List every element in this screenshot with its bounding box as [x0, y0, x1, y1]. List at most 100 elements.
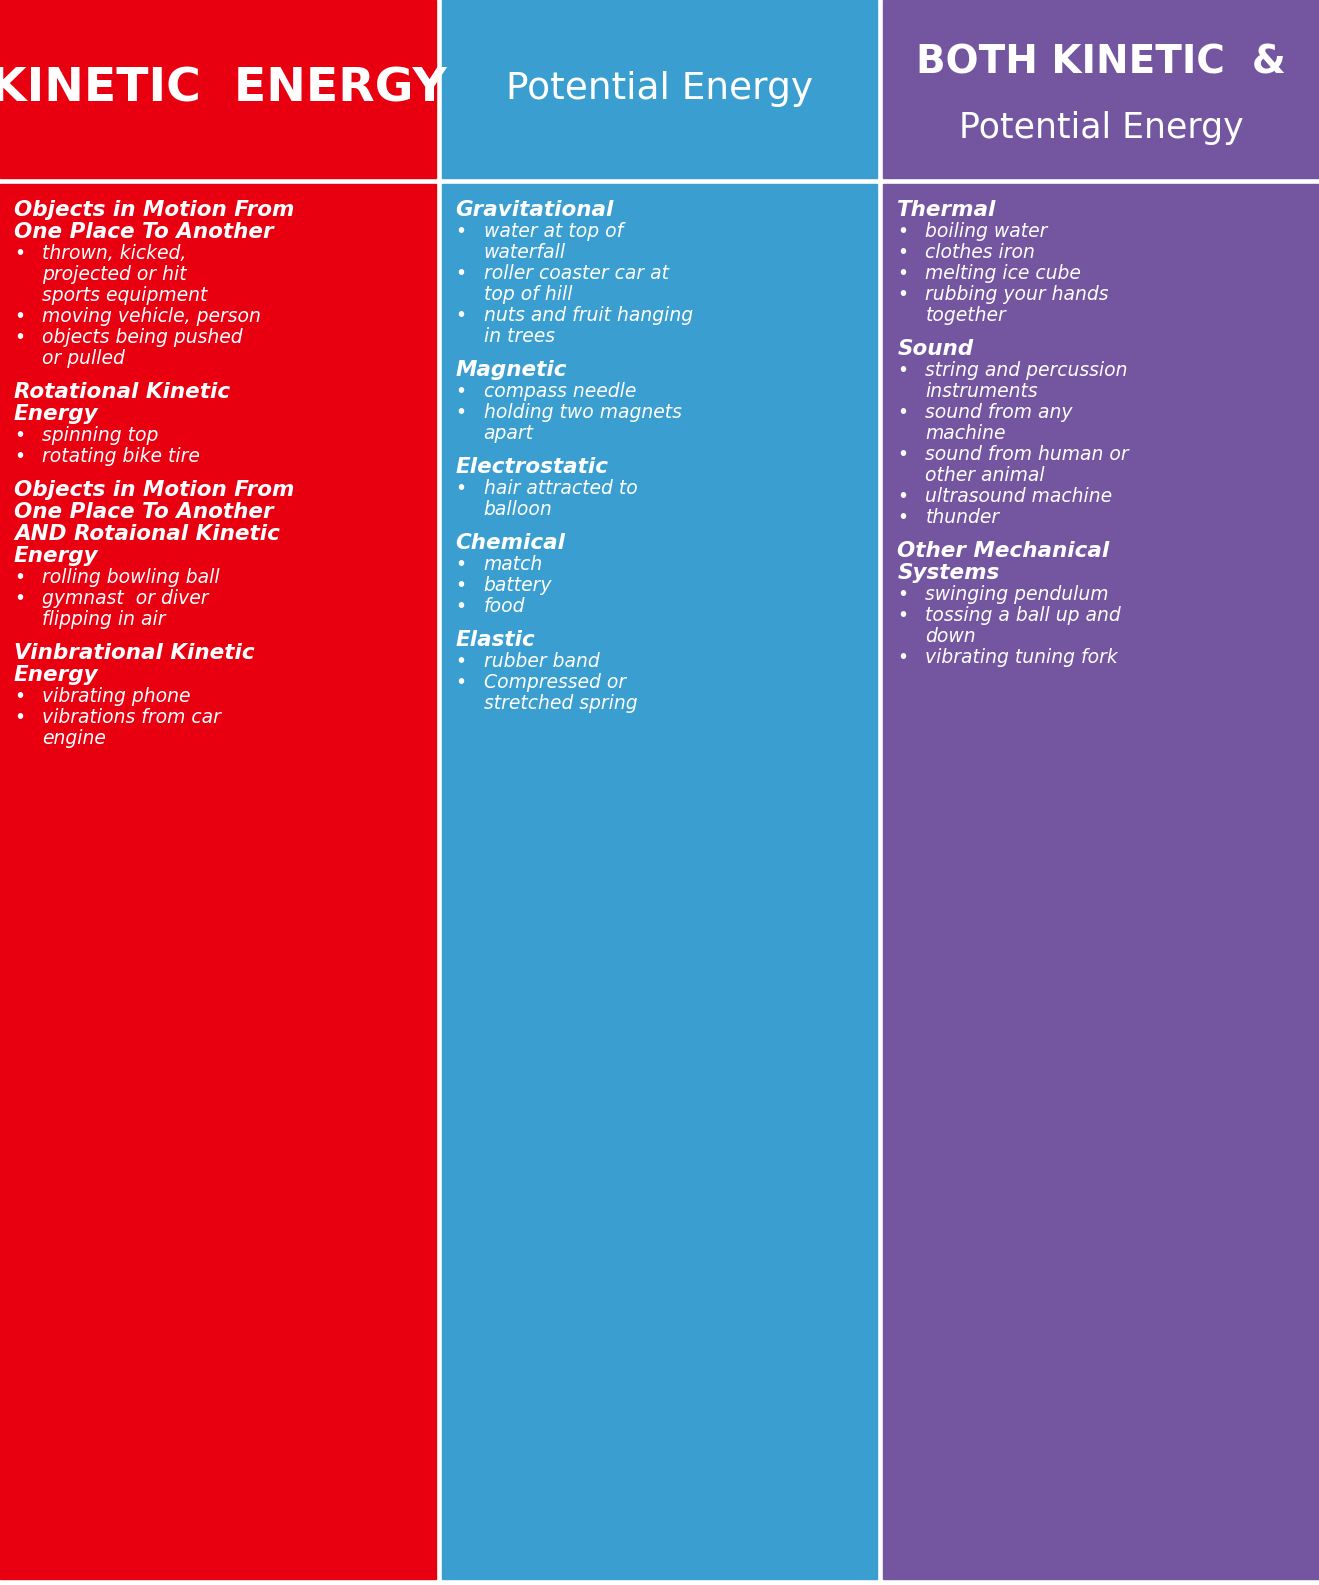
- Text: •: •: [455, 382, 467, 401]
- Bar: [0, 0, 435, 178]
- Text: AND Rotaional Kinetic: AND Rotaional Kinetic: [15, 525, 280, 544]
- Text: Compressed or: Compressed or: [484, 674, 625, 693]
- Text: spinning top: spinning top: [42, 426, 158, 445]
- Text: Systems: Systems: [897, 563, 1000, 583]
- Text: •: •: [455, 598, 467, 617]
- Text: One Place To Another: One Place To Another: [15, 502, 273, 521]
- Text: •: •: [15, 447, 25, 466]
- Text: One Place To Another: One Place To Another: [15, 222, 273, 243]
- Text: Sound: Sound: [897, 339, 973, 358]
- Text: •: •: [897, 243, 909, 262]
- Text: holding two magnets: holding two magnets: [484, 403, 682, 422]
- Text: •: •: [897, 487, 909, 506]
- Bar: [0, 184, 435, 1579]
- Text: •: •: [15, 590, 25, 609]
- Text: sound from human or: sound from human or: [926, 445, 1129, 464]
- Text: •: •: [455, 575, 467, 594]
- Bar: [442, 184, 877, 1579]
- Text: •: •: [455, 555, 467, 574]
- Text: vibrations from car: vibrations from car: [42, 708, 220, 728]
- Text: sports equipment: sports equipment: [42, 285, 207, 304]
- Text: Energy: Energy: [15, 666, 99, 685]
- Text: melting ice cube: melting ice cube: [926, 265, 1082, 284]
- Text: •: •: [15, 567, 25, 586]
- Text: machine: machine: [926, 425, 1006, 442]
- Text: •: •: [455, 222, 467, 241]
- Text: •: •: [897, 509, 909, 526]
- Text: •: •: [15, 328, 25, 347]
- Bar: [884, 184, 1319, 1579]
- Text: rolling bowling ball: rolling bowling ball: [42, 567, 220, 586]
- Text: Magnetic: Magnetic: [455, 360, 567, 380]
- Text: string and percussion: string and percussion: [926, 361, 1128, 380]
- Text: •: •: [897, 445, 909, 464]
- Text: Energy: Energy: [15, 404, 99, 425]
- Text: •: •: [15, 708, 25, 728]
- Bar: [884, 0, 1319, 178]
- Text: Elastic: Elastic: [455, 629, 536, 650]
- Text: moving vehicle, person: moving vehicle, person: [42, 307, 261, 327]
- Text: in trees: in trees: [484, 327, 555, 346]
- Text: apart: apart: [484, 425, 534, 442]
- Text: ultrasound machine: ultrasound machine: [926, 487, 1112, 506]
- Text: •: •: [897, 585, 909, 604]
- Text: boiling water: boiling water: [926, 222, 1047, 241]
- Text: instruments: instruments: [926, 382, 1038, 401]
- Text: Electrostatic: Electrostatic: [455, 456, 608, 477]
- Text: •: •: [455, 479, 467, 498]
- Text: match: match: [484, 555, 543, 574]
- Text: flipping in air: flipping in air: [42, 610, 165, 629]
- Text: roller coaster car at: roller coaster car at: [484, 265, 669, 284]
- Text: Vinbrational Kinetic: Vinbrational Kinetic: [15, 644, 255, 663]
- Text: thunder: thunder: [926, 509, 1000, 526]
- Text: •: •: [897, 605, 909, 624]
- Text: objects being pushed: objects being pushed: [42, 328, 243, 347]
- Text: KINETIC  ENERGY: KINETIC ENERGY: [0, 67, 446, 111]
- Text: •: •: [897, 265, 909, 284]
- Text: •: •: [455, 674, 467, 693]
- Text: Chemical: Chemical: [455, 533, 566, 553]
- Text: •: •: [455, 651, 467, 670]
- Text: Rotational Kinetic: Rotational Kinetic: [15, 382, 230, 403]
- Text: •: •: [15, 686, 25, 705]
- Text: battery: battery: [484, 575, 553, 594]
- Text: Objects in Motion From: Objects in Motion From: [15, 480, 294, 499]
- Text: •: •: [897, 222, 909, 241]
- Text: vibrating phone: vibrating phone: [42, 686, 190, 705]
- Text: waterfall: waterfall: [484, 243, 566, 262]
- Text: •: •: [897, 403, 909, 422]
- Text: projected or hit: projected or hit: [42, 265, 186, 284]
- Text: stretched spring: stretched spring: [484, 694, 637, 713]
- Text: balloon: balloon: [484, 499, 553, 518]
- Text: engine: engine: [42, 729, 106, 748]
- Text: tossing a ball up and: tossing a ball up and: [926, 605, 1121, 624]
- Text: •: •: [897, 648, 909, 667]
- Text: sound from any: sound from any: [926, 403, 1072, 422]
- Bar: [442, 0, 877, 178]
- Text: gymnast  or diver: gymnast or diver: [42, 590, 208, 609]
- Text: thrown, kicked,: thrown, kicked,: [42, 244, 186, 263]
- Text: •: •: [455, 306, 467, 325]
- Text: •: •: [455, 265, 467, 284]
- Text: •: •: [455, 403, 467, 422]
- Text: top of hill: top of hill: [484, 285, 572, 304]
- Text: water at top of: water at top of: [484, 222, 623, 241]
- Text: down: down: [926, 628, 976, 647]
- Text: other animal: other animal: [926, 466, 1045, 485]
- Text: hair attracted to: hair attracted to: [484, 479, 637, 498]
- Text: •: •: [897, 361, 909, 380]
- Text: rubbing your hands: rubbing your hands: [926, 285, 1109, 304]
- Text: •: •: [15, 244, 25, 263]
- Text: rubber band: rubber band: [484, 651, 599, 670]
- Text: food: food: [484, 598, 525, 617]
- Text: •: •: [897, 285, 909, 304]
- Text: swinging pendulum: swinging pendulum: [926, 585, 1109, 604]
- Text: •: •: [15, 307, 25, 327]
- Text: Energy: Energy: [15, 545, 99, 566]
- Text: BOTH KINETIC  &: BOTH KINETIC &: [917, 43, 1286, 81]
- Text: Gravitational: Gravitational: [455, 200, 615, 220]
- Text: clothes iron: clothes iron: [926, 243, 1035, 262]
- Text: together: together: [926, 306, 1006, 325]
- Text: Thermal: Thermal: [897, 200, 997, 220]
- Text: Objects in Motion From: Objects in Motion From: [15, 200, 294, 220]
